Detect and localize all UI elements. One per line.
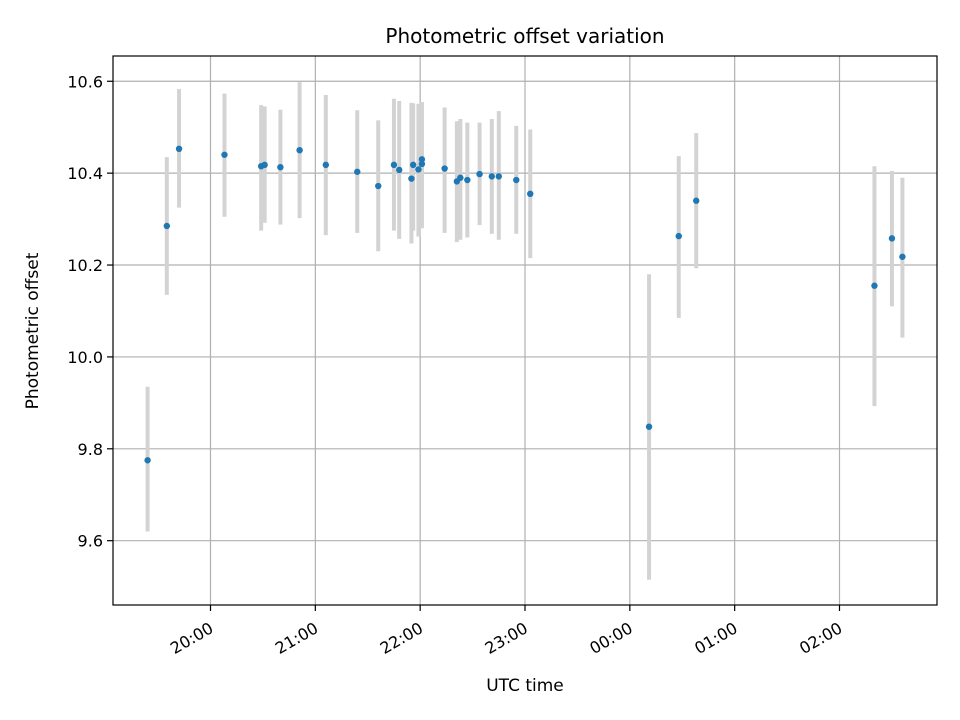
data-point xyxy=(495,173,502,180)
data-point xyxy=(645,423,653,430)
data-point xyxy=(415,166,422,173)
data-point xyxy=(871,282,878,289)
y-tick-label: 10.6 xyxy=(67,72,103,91)
y-tick-label: 10.2 xyxy=(67,256,103,275)
data-point xyxy=(322,161,330,169)
data-point xyxy=(527,190,534,198)
data-point xyxy=(395,166,403,174)
data-point xyxy=(390,161,398,169)
data-point xyxy=(409,161,417,169)
x-axis-label: UTC time xyxy=(486,676,564,696)
data-point xyxy=(163,222,171,230)
y-tick-label: 10.0 xyxy=(67,348,103,367)
data-point xyxy=(296,146,303,154)
y-tick-label: 9.6 xyxy=(78,532,103,551)
y-tick-label: 10.4 xyxy=(67,164,103,183)
y-axis-label: Photometric offset xyxy=(23,252,43,409)
y-tick-label: 9.8 xyxy=(78,440,103,459)
data-point xyxy=(457,174,464,181)
data-point xyxy=(277,163,284,171)
data-point xyxy=(418,160,426,168)
data-point xyxy=(441,165,448,172)
grid xyxy=(113,56,937,605)
data-point xyxy=(221,151,228,158)
data-point xyxy=(476,170,483,178)
data-point xyxy=(488,173,496,180)
chart-title: Photometric offset variation xyxy=(385,24,664,48)
y-axis-ticks: 9.6 9.8 10.0 10.2 10.4 10.6 xyxy=(67,72,113,551)
data-point xyxy=(888,235,896,242)
data-point xyxy=(375,182,382,190)
data-point xyxy=(899,253,906,260)
data-point xyxy=(354,168,361,175)
data-point xyxy=(261,161,268,169)
data-point xyxy=(144,457,151,464)
data-point xyxy=(175,145,183,153)
data-point xyxy=(418,156,426,163)
data-points xyxy=(144,145,906,464)
data-point xyxy=(675,232,682,240)
data-point xyxy=(464,176,471,184)
data-point xyxy=(513,176,520,184)
data-point xyxy=(693,197,700,204)
data-point xyxy=(408,175,415,182)
